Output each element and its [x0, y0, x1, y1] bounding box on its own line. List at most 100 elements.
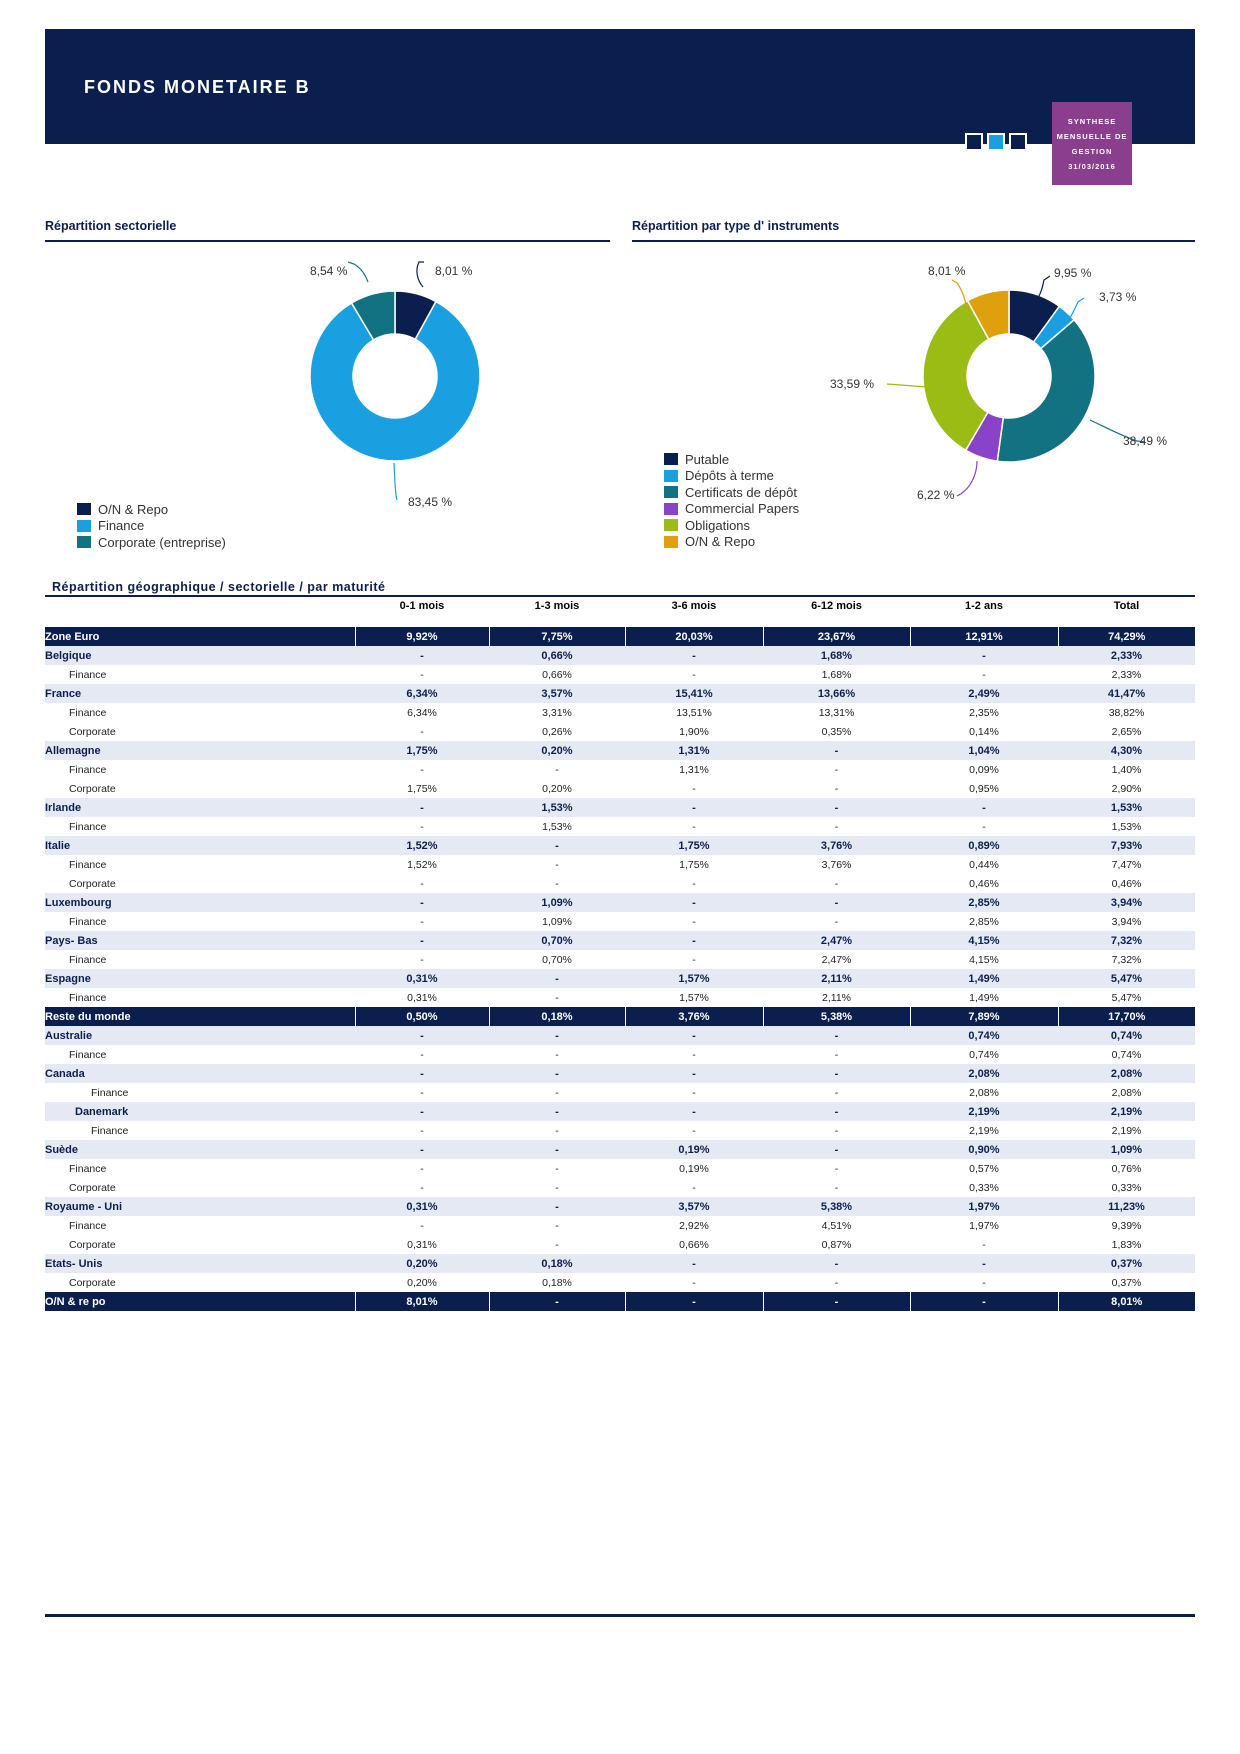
cell-value: -	[355, 950, 489, 969]
country-row: Belgique -0,66% -1,68% -2,33%	[45, 646, 1195, 665]
country-row: Espagne 0,31% -1,57% 2,11% 1,49% 5,47%	[45, 969, 1195, 988]
sector-row: Finance 0,31% -1,57% 2,11% 1,49% 5,47%	[45, 988, 1195, 1007]
cell-value: 0,90%	[910, 1140, 1058, 1159]
cell-value: 0,95%	[910, 779, 1058, 798]
country-row: Etats- Unis 0,20% 0,18% - - -0,37%	[45, 1254, 1195, 1273]
cell-value: 1,09%	[1058, 1140, 1195, 1159]
cell-value: 1,31%	[625, 741, 763, 760]
sector-chart-title: Répartition sectorielle	[45, 219, 177, 233]
cell-value: -	[763, 741, 910, 760]
sector-row: Finance 1,52% -1,75% 3,76% 0,44% 7,47%	[45, 855, 1195, 874]
donut-slice	[966, 289, 1010, 341]
column-header: 6-12 mois	[811, 600, 862, 612]
row-label: Finance	[45, 988, 355, 1007]
country-row: Canada - - - -2,08% 2,08%	[45, 1064, 1195, 1083]
region-row: Reste du monde 0,50% 0,18% 3,76% 5,38% 7,89% 1…	[45, 1007, 1195, 1026]
cell-value: -	[355, 798, 489, 817]
badge-date: 31/03/2016	[1068, 161, 1116, 171]
row-label: Espagne	[45, 969, 355, 988]
cell-value: 0,31%	[355, 1197, 489, 1216]
cell-value: 1,68%	[763, 665, 910, 684]
cell-value: -	[355, 646, 489, 665]
cell-value: 4,30%	[1058, 741, 1195, 760]
cell-value: 0,87%	[763, 1235, 910, 1254]
cell-value: 6,34%	[355, 684, 489, 703]
row-label: Pays- Bas	[45, 931, 355, 950]
legend-swatch	[664, 502, 678, 515]
cell-value: 1,90%	[625, 722, 763, 741]
cell-value: -	[489, 1197, 625, 1216]
cell-value: -	[625, 1064, 763, 1083]
badge-line: SYNTHESE	[1067, 116, 1117, 126]
cell-value: -	[488, 1292, 625, 1311]
row-label: Finance	[45, 665, 355, 684]
sector-row: Corporate 0,20% 0,18% - - -0,37%	[45, 1273, 1195, 1292]
cell-value: 7,93%	[1058, 836, 1195, 855]
slice-label-on-repo: 8,01 %	[435, 264, 473, 278]
cell-value: 1,09%	[489, 893, 625, 912]
cell-value: -	[625, 931, 763, 950]
column-header: 1-2 ans	[965, 600, 1003, 612]
cell-value: 1,49%	[910, 969, 1058, 988]
cell-value: 12,91%	[909, 627, 1058, 646]
cell-value: 0,18%	[489, 1273, 625, 1292]
country-row: Australie - - - -0,74% 0,74%	[45, 1026, 1195, 1045]
cell-value: -	[763, 1102, 910, 1121]
cell-value: 2,19%	[1058, 1121, 1195, 1140]
donut-slice	[922, 299, 990, 452]
row-label: Finance	[45, 817, 355, 836]
cell-value: 20,03%	[624, 627, 763, 646]
badge-line: GESTION	[1071, 146, 1113, 156]
country-row: Luxembourg -1,09% - -2,85% 3,94%	[45, 893, 1195, 912]
cell-value: -	[910, 798, 1058, 817]
row-label: Irlande	[45, 798, 355, 817]
legend-item: O/N & Repo	[77, 501, 226, 518]
cell-value: 2,19%	[910, 1102, 1058, 1121]
cell-value: -	[489, 1178, 625, 1197]
legend-label: Commercial Papers	[685, 501, 800, 517]
cell-value: 0,35%	[763, 722, 910, 741]
cell-value: 0,20%	[355, 1254, 489, 1273]
legend-label: Certificats de dépôt	[685, 484, 798, 500]
cell-value: 0,66%	[489, 665, 625, 684]
cell-value: -	[489, 1159, 625, 1178]
row-label: Finance	[45, 1083, 355, 1102]
cell-value: 3,94%	[1058, 912, 1195, 931]
cell-value: -	[763, 1159, 910, 1178]
cell-value: 0,37%	[1058, 1254, 1195, 1273]
legend-swatch	[664, 535, 678, 548]
cell-value: 0,89%	[910, 836, 1058, 855]
cell-value: 13,51%	[625, 703, 763, 722]
cell-value: 0,33%	[910, 1178, 1058, 1197]
cell-value: 0,19%	[625, 1159, 763, 1178]
cell-value: -	[625, 1102, 763, 1121]
cell-value: -	[763, 1083, 910, 1102]
cell-value: 38,82%	[1058, 703, 1195, 722]
leader-line	[1089, 419, 1146, 443]
cell-value: 0,46%	[1058, 874, 1195, 893]
sector-row: Finance - -0,19% -0,57% 0,76%	[45, 1159, 1195, 1178]
row-label: Allemagne	[45, 741, 355, 760]
row-label: Finance	[45, 1045, 355, 1064]
cell-value: 0,66%	[489, 646, 625, 665]
legend-item: Obligations	[664, 517, 799, 534]
sector-row: Finance - - - -0,74% 0,74%	[45, 1045, 1195, 1064]
cell-value: 7,89%	[909, 1007, 1058, 1026]
legend-swatch	[664, 453, 678, 466]
cell-value: -	[489, 1216, 625, 1235]
slice-label-obligations: 33,59 %	[830, 377, 874, 391]
country-row: Royaume - Uni 0,31% -3,57% 5,38% 1,97% 11,23%	[45, 1197, 1195, 1216]
cell-value: 3,76%	[763, 836, 910, 855]
cell-value: -	[489, 1045, 625, 1064]
leader-line	[951, 279, 968, 313]
cell-value: 2,11%	[763, 969, 910, 988]
cell-value: 7,32%	[1058, 950, 1195, 969]
legend-label: O/N & Repo	[685, 534, 756, 550]
cell-value: 0,09%	[910, 760, 1058, 779]
cell-value: 0,74%	[1058, 1045, 1195, 1064]
cell-value: -	[763, 1140, 910, 1159]
cell-value: -	[355, 1121, 489, 1140]
cell-value: -	[489, 855, 625, 874]
cell-value: 1,57%	[625, 969, 763, 988]
slice-label-certificats: 38,49 %	[1123, 434, 1167, 448]
